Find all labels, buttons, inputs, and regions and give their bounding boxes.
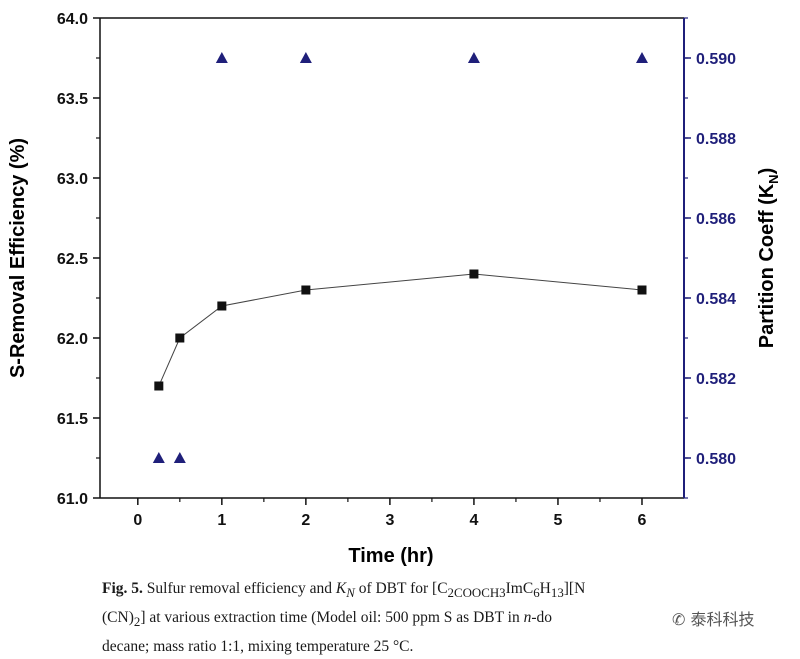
partition-coeff-point xyxy=(467,52,480,63)
x-tick-label: 3 xyxy=(385,512,394,529)
y-left-tick-label: 61.5 xyxy=(57,411,88,428)
y-right-tick-label: 0.586 xyxy=(696,211,736,228)
efficiency-point xyxy=(175,333,185,343)
partition-coeff-point xyxy=(299,52,312,63)
x-tick-label: 5 xyxy=(554,512,563,529)
y-left-axis-ticks: 61.0 61.5 62.0 62.5 63.0 63.5 64.0 xyxy=(57,11,100,508)
data-marks xyxy=(152,52,648,463)
y-left-axis-label: S-Removal Efficiency (%) xyxy=(7,138,29,378)
y-right-tick-label: 0.582 xyxy=(696,371,736,388)
y-right-tick-label: 0.588 xyxy=(696,131,736,148)
y-left-tick-label: 63.0 xyxy=(57,171,88,188)
x-axis-ticks: 0 1 2 3 4 5 6 xyxy=(133,498,647,529)
partition-coeff-point xyxy=(173,452,186,463)
efficiency-point xyxy=(217,301,227,311)
y-right-tick-label: 0.584 xyxy=(696,291,736,308)
y-right-tick-label: 0.580 xyxy=(696,451,736,468)
watermark: ✆ 泰科科技 xyxy=(668,606,759,630)
y-left-tick-label: 63.5 xyxy=(57,91,88,108)
y-left-tick-label: 62.0 xyxy=(57,331,88,348)
y-right-axis-label: Partition Coeff (KN) xyxy=(756,168,781,349)
y-left-tick-label: 61.0 xyxy=(57,491,88,508)
figure-caption: Fig. 5. Sulfur removal efficiency and KN… xyxy=(102,580,586,656)
x-tick-label: 2 xyxy=(301,512,310,529)
plot-frame xyxy=(99,17,685,499)
efficiency-point xyxy=(301,285,311,295)
efficiency-point xyxy=(469,269,479,279)
wechat-icon: ✆ xyxy=(672,610,686,629)
x-tick-label: 4 xyxy=(469,512,478,529)
series-line-0 xyxy=(158,273,643,387)
y-left-tick-label: 64.0 xyxy=(57,11,88,28)
efficiency-point xyxy=(154,381,164,391)
x-tick-label: 1 xyxy=(217,512,226,529)
y-right-axis-ticks: 0.580 0.582 0.584 0.586 0.588 0.590 xyxy=(684,17,736,499)
chart: 0 1 2 3 4 5 6 61.0 61.5 62.0 62.5 63.0 63.5 64.0 0.5… xyxy=(7,11,781,567)
y-right-tick-label: 0.590 xyxy=(696,51,736,68)
partition-coeff-point xyxy=(152,452,165,463)
x-tick-label: 6 xyxy=(638,512,647,529)
partition-coeff-point xyxy=(215,52,228,63)
x-tick-label: 0 xyxy=(133,512,142,529)
caption-fig-label: Fig. 5. xyxy=(102,580,143,597)
partition-coeff-point xyxy=(635,52,648,63)
efficiency-point xyxy=(637,285,647,295)
y-left-tick-label: 62.5 xyxy=(57,251,88,268)
x-axis-label: Time (hr) xyxy=(348,545,433,567)
